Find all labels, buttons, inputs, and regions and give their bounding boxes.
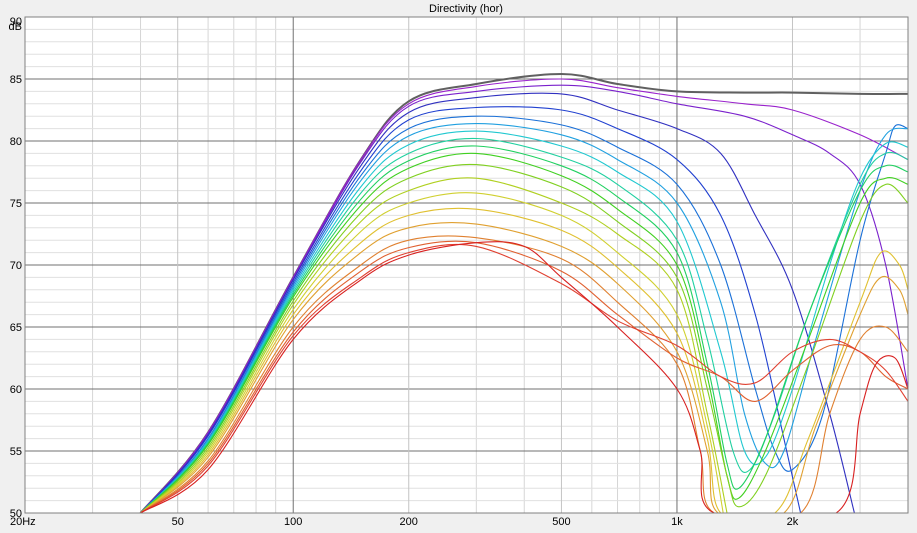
series-line-6 <box>140 123 908 513</box>
y-tick-label: 60 <box>10 384 22 396</box>
series-line-10 <box>140 152 908 513</box>
series-line-4 <box>140 106 802 513</box>
y-tick-label: 55 <box>10 446 22 458</box>
series-line-17 <box>140 240 908 513</box>
y-tick-label: 90 <box>10 16 22 28</box>
series-line-7 <box>140 130 908 513</box>
y-tick-label: 80 <box>10 136 22 148</box>
y-tick-label: 65 <box>10 322 22 334</box>
y-tick-label: 75 <box>10 198 22 210</box>
series-line-13 <box>140 192 724 513</box>
x-tick-label: 2k <box>787 516 799 528</box>
series-line-5 <box>140 115 908 513</box>
series-line-14 <box>140 207 908 513</box>
x-tick-label: 200 <box>400 516 418 528</box>
plot-frame <box>24 16 909 514</box>
y-axis-label: dB <box>9 21 22 33</box>
series-group <box>139 72 908 513</box>
x-tick-label: 100 <box>284 516 302 528</box>
y-tick-label: 70 <box>10 260 22 272</box>
series-line-19 <box>140 241 908 513</box>
x-tick-label: 1k <box>671 516 683 528</box>
grid <box>25 16 908 514</box>
x-tick-label: 20Hz <box>10 516 36 528</box>
series-line-15 <box>140 222 908 513</box>
y-tick-label: 50 <box>10 508 22 520</box>
series-line-9 <box>140 145 908 513</box>
series-line-18 <box>140 243 908 513</box>
x-tick-label: 500 <box>552 516 570 528</box>
series-line-12 <box>140 177 728 513</box>
y-tick-label: 85 <box>10 74 22 86</box>
series-line-3 <box>140 92 855 513</box>
series-line-11 <box>140 163 908 513</box>
x-tick-label: 50 <box>172 516 184 528</box>
chart-title: Directivity (hor) <box>429 3 503 15</box>
series-line-16 <box>140 235 908 513</box>
